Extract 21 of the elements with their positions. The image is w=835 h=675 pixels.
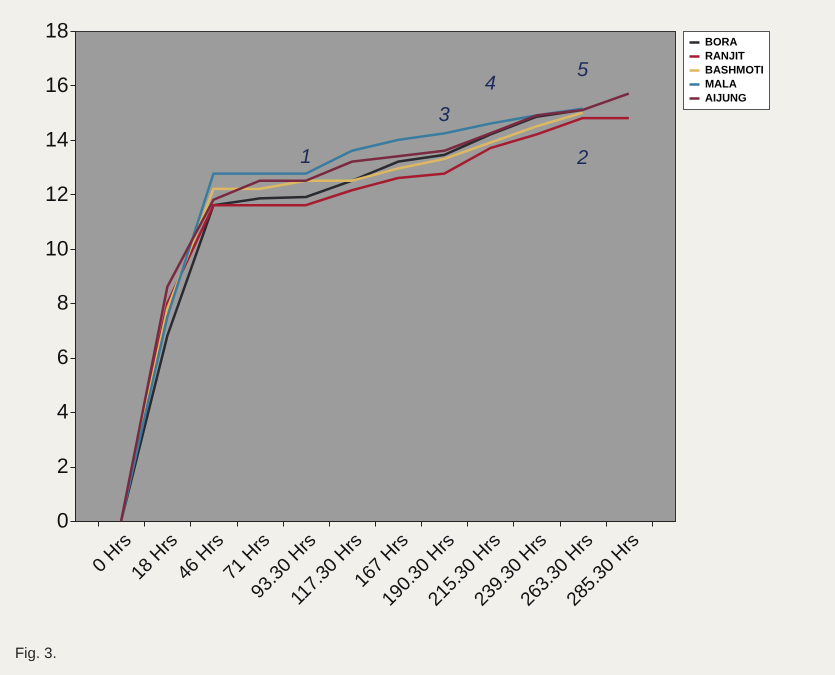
y-tick-label: 0 — [56, 510, 68, 532]
legend-label: BORA — [705, 36, 738, 48]
y-tick-label: 18 — [45, 20, 68, 42]
annotation: 3 — [438, 104, 450, 126]
legend-label: RANJIT — [705, 50, 746, 62]
y-tick-label: 8 — [56, 292, 68, 315]
y-tick-label: 4 — [56, 400, 69, 424]
caption: Fig. 3. — [15, 645, 57, 662]
y-tick-label: 16 — [45, 74, 68, 97]
legend-label: MALA — [705, 78, 737, 90]
annotation: 1 — [300, 146, 312, 168]
annotation: 2 — [576, 147, 588, 170]
y-tick-label: 6 — [56, 346, 68, 370]
annotation: 4 — [484, 72, 496, 95]
y-tick-label: 10 — [45, 237, 68, 260]
legend-label: BASHMOTI — [705, 64, 764, 76]
annotation: 5 — [577, 58, 590, 81]
y-tick-label: 12 — [45, 182, 68, 206]
y-tick-label: 14 — [45, 128, 69, 152]
y-tick-label: 2 — [56, 455, 68, 478]
legend-label: AIJUNG — [705, 92, 747, 104]
